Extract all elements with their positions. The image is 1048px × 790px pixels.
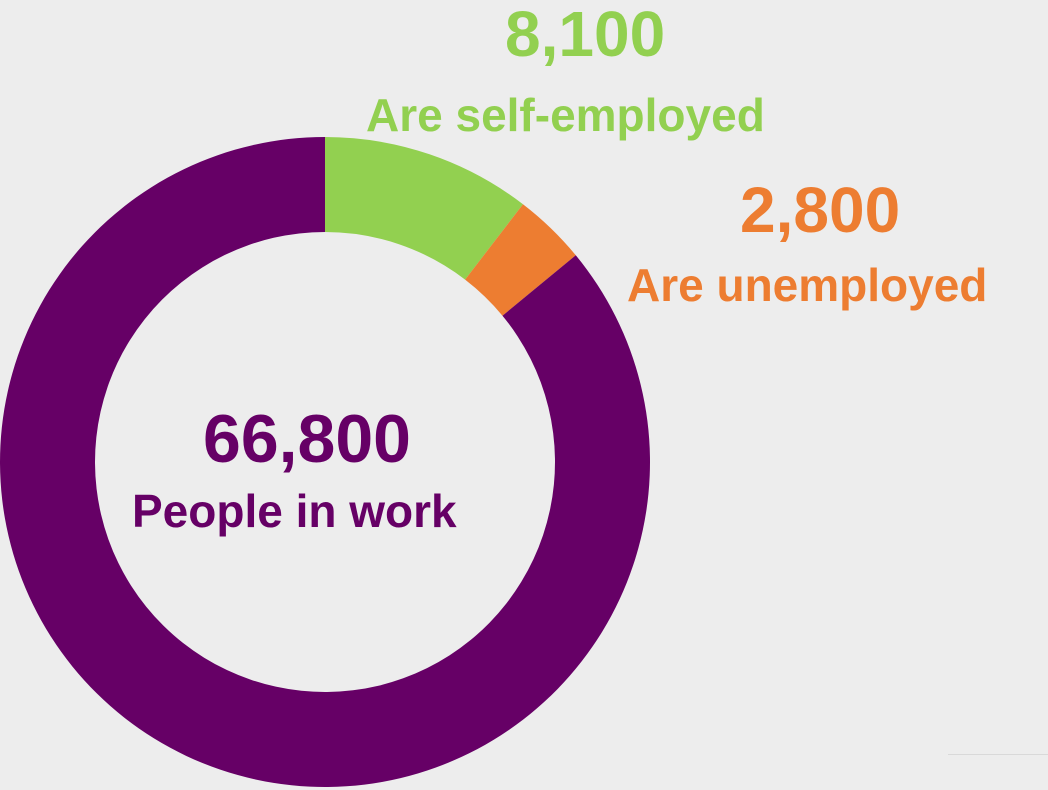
self-employed-value-label: 8,100: [505, 0, 666, 70]
unemployed-value-label: 2,800: [740, 174, 901, 246]
corner-divider: [948, 754, 1048, 755]
donut-slice-self-employed: [325, 137, 523, 280]
in-work-category-label: People in work: [132, 485, 457, 537]
unemployed-category-label: Are unemployed: [627, 259, 988, 311]
donut-slice-unemployed: [465, 204, 576, 316]
self-employed-category-label: Are self-employed: [366, 89, 765, 141]
in-work-value-label: 66,800: [203, 401, 411, 477]
